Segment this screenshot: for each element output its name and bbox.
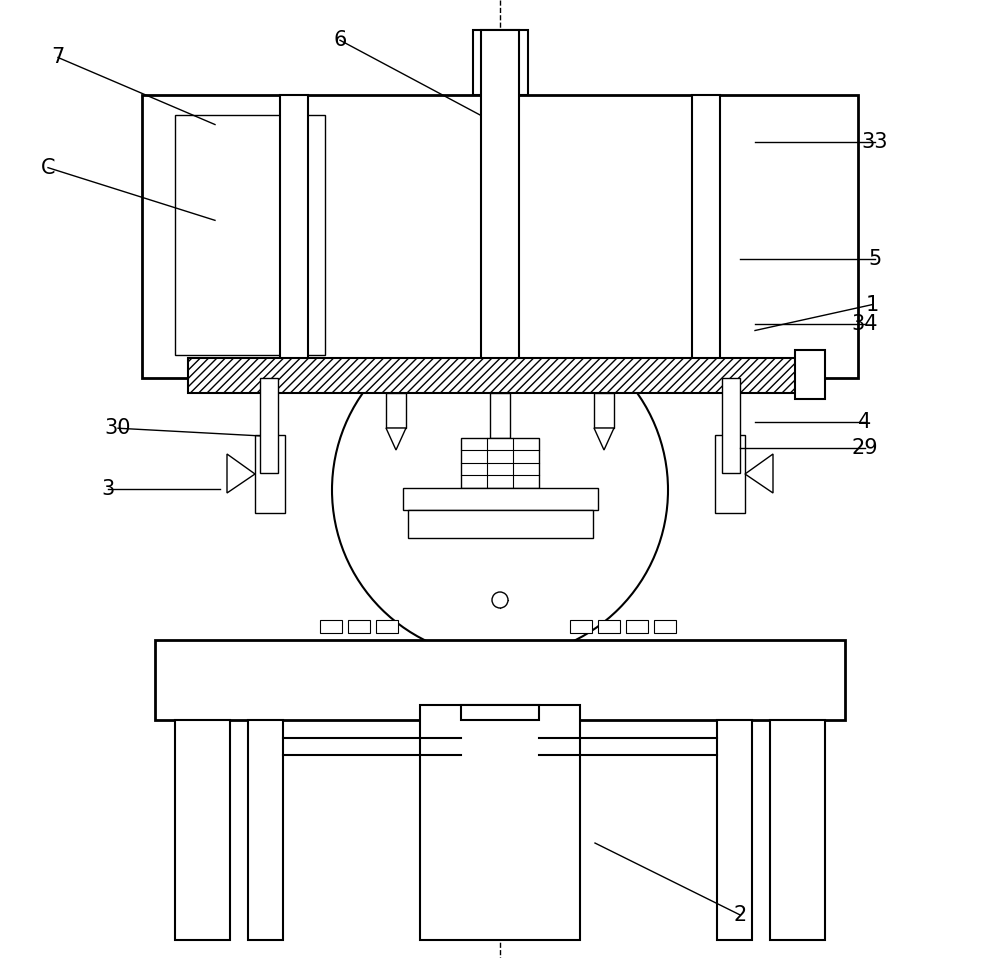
Bar <box>717 720 752 940</box>
Bar <box>570 620 592 633</box>
Text: 1: 1 <box>865 295 879 314</box>
Bar <box>408 510 593 538</box>
Bar <box>420 705 580 940</box>
Text: 7: 7 <box>51 48 65 67</box>
Bar <box>142 95 858 378</box>
Bar <box>260 378 278 473</box>
Bar <box>376 620 398 633</box>
Bar <box>722 378 740 473</box>
Text: 30: 30 <box>105 419 131 438</box>
Bar <box>280 95 308 378</box>
Bar <box>473 30 528 95</box>
Bar <box>403 488 598 510</box>
Bar <box>461 438 539 488</box>
Bar <box>626 620 648 633</box>
Text: 34: 34 <box>852 314 878 333</box>
Bar <box>188 358 800 393</box>
Text: 3: 3 <box>101 479 115 498</box>
Bar <box>248 720 283 940</box>
Bar <box>692 95 720 378</box>
Text: 29: 29 <box>852 439 878 458</box>
Circle shape <box>492 592 508 608</box>
Text: 4: 4 <box>858 412 872 431</box>
Bar <box>594 393 614 428</box>
Polygon shape <box>386 428 406 450</box>
Text: 2: 2 <box>733 905 747 924</box>
Text: C: C <box>41 158 55 177</box>
Bar <box>175 115 325 355</box>
Circle shape <box>332 322 668 658</box>
Text: 5: 5 <box>868 249 882 268</box>
Text: 33: 33 <box>862 132 888 151</box>
Bar <box>255 435 285 513</box>
Bar <box>386 393 406 428</box>
Bar <box>155 640 845 720</box>
Bar <box>654 620 676 633</box>
Text: 6: 6 <box>333 31 347 50</box>
Bar <box>175 720 230 940</box>
Polygon shape <box>745 454 773 493</box>
Bar <box>188 358 800 393</box>
Polygon shape <box>594 428 614 450</box>
Bar <box>461 705 539 720</box>
Bar <box>481 30 519 378</box>
Bar <box>490 393 510 438</box>
Polygon shape <box>227 454 255 493</box>
Bar <box>598 620 620 633</box>
Bar <box>348 620 370 633</box>
Bar <box>715 435 745 513</box>
Bar <box>770 720 825 940</box>
Bar <box>795 350 825 399</box>
Bar <box>320 620 342 633</box>
